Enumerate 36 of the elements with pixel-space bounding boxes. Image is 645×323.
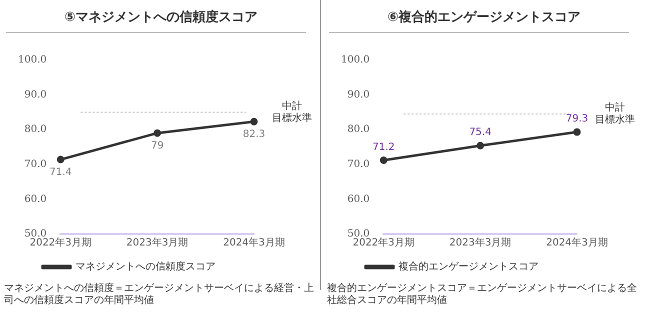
y-tick-label: 100.0 [18,54,47,66]
chart-title: ⑥複合的エンゲージメントスコア [386,8,582,26]
ref-line-label: 中計目標水準 [595,102,635,126]
x-tick-label: 2023年3月期 [126,236,188,249]
data-label: 75.4 [469,127,492,138]
ref-line-label: 中計目標水準 [272,100,312,124]
data-label: 79.3 [566,114,588,125]
x-tick-label: 2022年3月期 [352,236,415,249]
point [573,128,581,136]
data-label: 79 [150,140,164,152]
y-tick-label: 90.0 [24,89,47,100]
chart-title: ⑤マネジメントへの信頼度スコア [63,8,258,26]
x-tick-label: 2022年3月期 [30,236,92,249]
point [476,142,484,150]
data-label: 71.4 [49,167,72,178]
point [250,118,258,126]
text: 複合的エンゲージメントスコア＝エンゲージメントサーベイによる全社総合スコアの年間平均値 [327,283,638,307]
text: マネジメントへの信頼度＝エンゲージメントサーベイによる経営・上司への信頼度スコアの年間平均値 [4,283,315,307]
x-tick-label: 2023年3月期 [449,236,512,249]
x-tick-label: 2024年3月期 [546,236,608,249]
legend-label: 複合的エンゲージメントスコア [398,260,538,273]
y-tick-label: 80.0 [347,124,370,136]
y-tick-label: 80.0 [24,124,47,136]
x-tick-label: 2024年3月期 [223,236,285,249]
y-tick-label: 70.0 [347,158,370,170]
y-tick-label: 100.0 [340,54,370,66]
y-tick-label: 70.0 [24,158,47,170]
y-tick-label: 60.0 [24,194,47,205]
point [56,156,64,164]
y-tick-label: 60.0 [347,194,370,205]
data-label: 82.3 [242,129,266,140]
point [380,156,388,164]
legend-label: マネジメントへの信頼度スコア [76,260,216,273]
y-tick-label: 90.0 [347,89,370,100]
data-label: 71.2 [372,142,395,153]
point [154,129,162,137]
